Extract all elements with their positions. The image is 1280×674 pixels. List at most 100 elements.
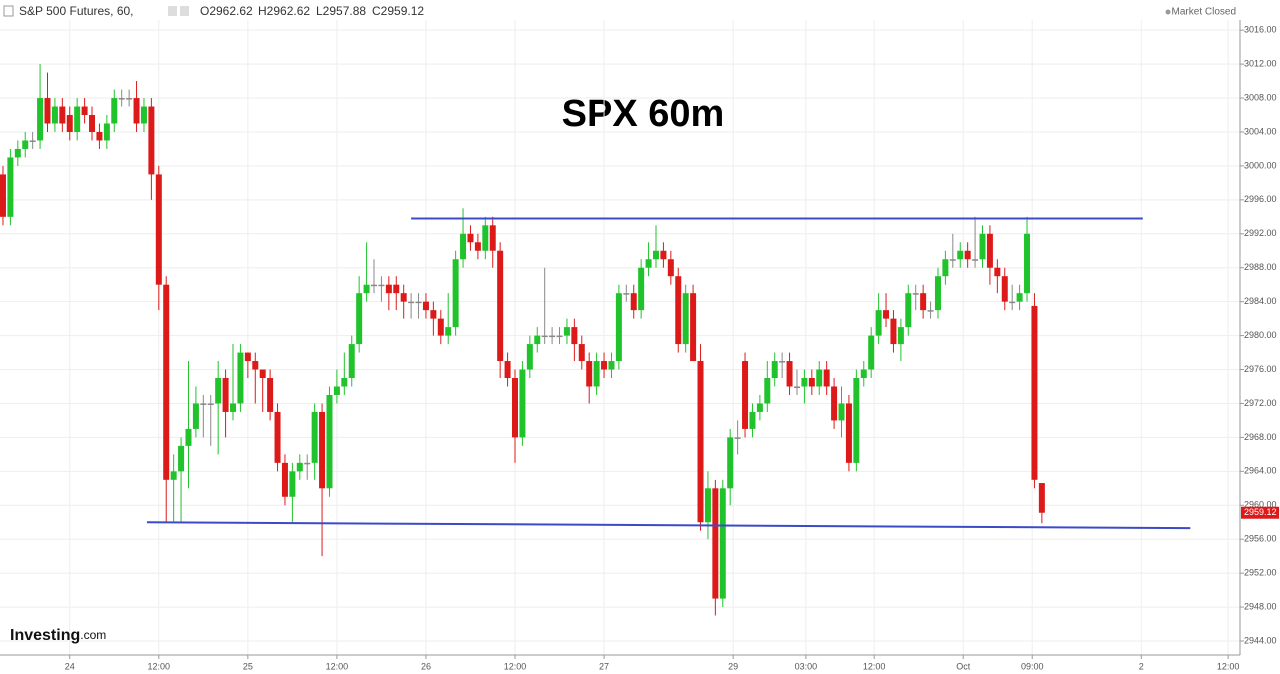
candle-body <box>222 378 229 412</box>
chart-title: SPX 60m <box>562 93 725 135</box>
icon[interactable] <box>168 6 177 16</box>
y-tick-label: 3016.00 <box>1244 25 1277 35</box>
y-tick-label: 2992.00 <box>1244 228 1277 238</box>
candle-body <box>445 327 452 336</box>
candle-body <box>734 437 741 439</box>
status-dot <box>1165 9 1171 15</box>
candle-body <box>126 98 133 100</box>
candle-body <box>66 115 73 132</box>
y-tick-label: 2980.00 <box>1244 330 1277 340</box>
candle-body <box>497 250 504 362</box>
candle-body <box>563 327 570 336</box>
candle-body <box>89 115 96 132</box>
candle-body <box>81 106 88 116</box>
candle-body <box>593 361 600 387</box>
x-tick-label: 29 <box>728 661 738 671</box>
candle-body <box>511 378 518 438</box>
candle-body <box>675 276 682 345</box>
candle-body <box>148 106 155 175</box>
candle-body <box>808 378 815 387</box>
candle-body <box>452 259 459 328</box>
candle-body <box>660 250 667 260</box>
y-tick-label: 2964.00 <box>1244 466 1277 476</box>
candle-body <box>467 233 474 243</box>
y-tick-label: 2984.00 <box>1244 296 1277 306</box>
candle-body <box>489 225 496 251</box>
candle-body <box>289 471 296 497</box>
candle-body <box>667 259 674 277</box>
candle-body <box>437 318 444 336</box>
candle-body <box>430 310 437 319</box>
x-tick-label: 27 <box>599 661 609 671</box>
candle-body <box>140 106 147 124</box>
logo: Investing.com <box>10 627 106 644</box>
candle-body <box>845 403 852 463</box>
candle-body <box>1024 233 1031 294</box>
candle-body <box>979 233 986 260</box>
candle-body <box>712 488 719 599</box>
y-tick-label: 2952.00 <box>1244 568 1277 578</box>
ohlc-high: H2962.62 <box>258 4 310 18</box>
candle-body <box>415 301 422 304</box>
candle-body <box>192 403 199 429</box>
candle-body <box>215 378 222 404</box>
candle-body <box>957 250 964 260</box>
candle-body <box>786 361 793 387</box>
candle-body <box>29 140 36 142</box>
candle-body <box>178 445 185 472</box>
candle-body <box>207 403 214 405</box>
candle-body <box>111 98 118 124</box>
candle-body <box>897 327 904 345</box>
y-tick-label: 2944.00 <box>1244 635 1277 645</box>
collapse-icon[interactable] <box>3 5 14 17</box>
candle-body <box>615 293 622 362</box>
candle-body <box>341 378 348 387</box>
candle-body <box>74 106 81 132</box>
candle-body <box>59 106 66 124</box>
candle-body <box>534 335 541 345</box>
candle-body <box>504 361 511 379</box>
candle-body <box>823 369 830 387</box>
candle-body <box>281 462 288 497</box>
candle-body <box>756 403 763 412</box>
candle-body <box>133 98 140 124</box>
candle-body <box>742 361 749 429</box>
candle-body <box>586 361 593 387</box>
candle-body <box>103 123 110 141</box>
candle-body <box>348 344 355 379</box>
y-tick-label: 2988.00 <box>1244 262 1277 272</box>
candle-body <box>460 233 467 260</box>
candle-body <box>1001 276 1008 302</box>
candle-body <box>422 301 429 311</box>
candle-body <box>853 378 860 463</box>
x-tick-label: 25 <box>243 661 253 671</box>
logo-suffix: .com <box>80 628 106 642</box>
candle-body <box>0 174 6 217</box>
candle-body <box>549 335 556 338</box>
x-tick-label: Oct <box>956 661 971 671</box>
trend-line <box>146 521 1191 530</box>
candle-body <box>964 250 971 260</box>
candle-body <box>51 106 58 124</box>
candle-body <box>237 352 244 404</box>
candle-body <box>652 250 659 260</box>
candle-body <box>1009 301 1016 304</box>
candle-body <box>645 259 652 268</box>
candle-body <box>267 378 274 412</box>
y-tick-label: 2996.00 <box>1244 194 1277 204</box>
candle-body <box>571 327 578 345</box>
candle-body <box>311 411 318 463</box>
candle-body <box>526 344 533 370</box>
candle-body <box>118 98 125 100</box>
y-tick-label: 3004.00 <box>1244 126 1277 136</box>
candle-body <box>474 242 481 251</box>
x-tick-label: 12:00 <box>326 661 349 671</box>
candle-body <box>764 378 771 404</box>
grid: 2944.00 2948.00 2952.00 2956.00 2960.00 2964.… <box>0 20 1277 671</box>
y-tick-label: 2956.00 <box>1244 534 1277 544</box>
candle-body <box>638 267 645 311</box>
icon[interactable] <box>180 6 189 16</box>
candle-body <box>682 293 689 345</box>
